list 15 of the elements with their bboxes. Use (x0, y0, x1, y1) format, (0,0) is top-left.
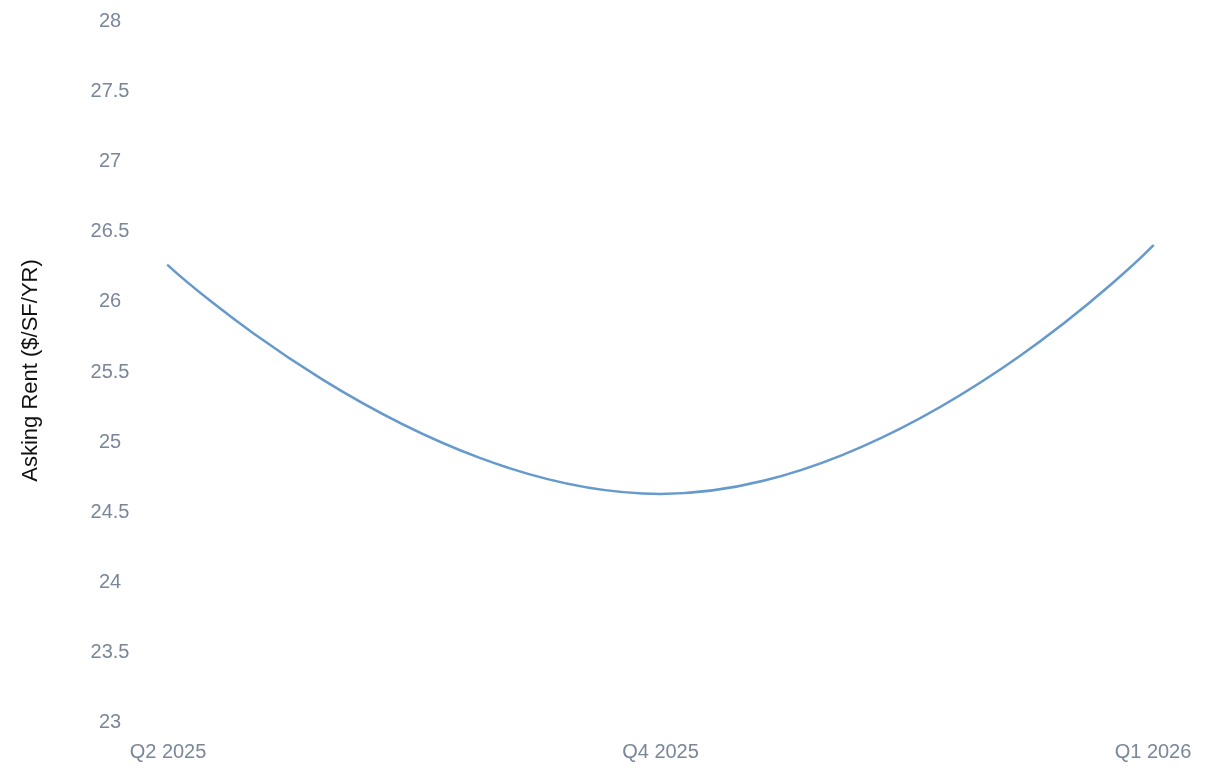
y-tick-label: 23.5 (90, 639, 130, 662)
y-tick-label: 28 (98, 9, 122, 31)
y-tick-label: 26 (98, 289, 122, 312)
y-tick-label: 26.5 (90, 219, 130, 242)
x-tick-label: Q2 2025 (129, 740, 207, 762)
x-tick-label: Q4 2025 (622, 740, 699, 762)
y-tick-label: 24.5 (90, 499, 130, 522)
y-tick-label: 25 (98, 429, 122, 452)
y-axis-title: Asking Rent ($/SF/YR) (16, 259, 42, 482)
y-tick-label: 25.5 (90, 359, 130, 382)
y-tick-label: 27.5 (90, 79, 130, 102)
y-tick-label: 27 (98, 149, 122, 172)
y-tick-label: 23 (98, 710, 122, 732)
x-tick-label: Q1 2026 (1114, 740, 1192, 762)
y-tick-label: 24 (98, 569, 122, 592)
